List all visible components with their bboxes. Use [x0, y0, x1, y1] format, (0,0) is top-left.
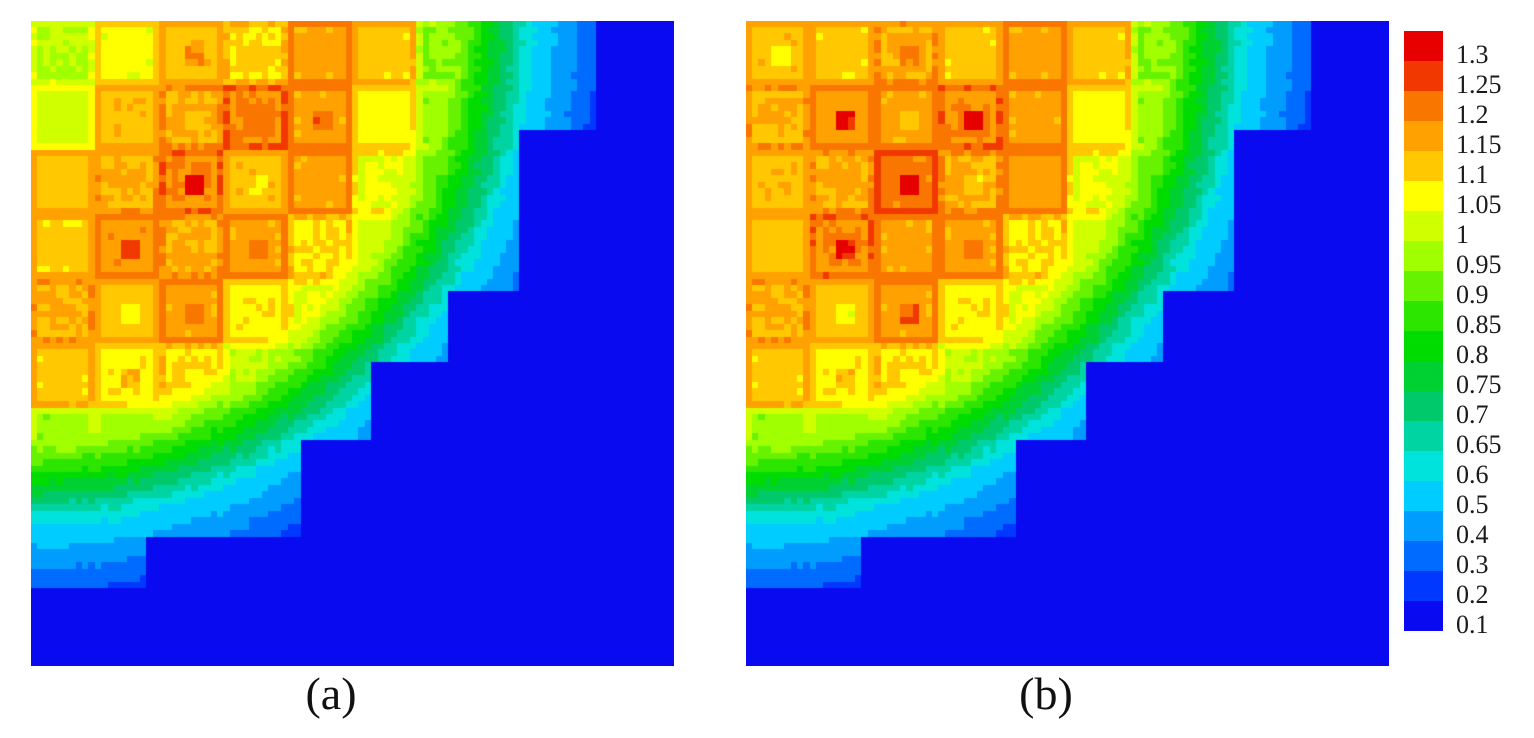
legend-color-band [1404, 91, 1443, 121]
legend-tick-label: 0.75 [1456, 370, 1502, 399]
legend-color-band [1404, 511, 1443, 541]
legend-bands [1404, 31, 1443, 631]
legend-tick-label: 0.2 [1456, 580, 1489, 609]
panel-caption-b: (b) [1019, 668, 1073, 719]
legend-color-band [1404, 271, 1443, 301]
heatmap-panel-a [31, 21, 674, 666]
legend-color-band [1404, 151, 1443, 181]
legend-tick-label: 0.6 [1456, 460, 1489, 489]
legend-color-band [1404, 391, 1443, 421]
legend-tick-label: 1.25 [1456, 70, 1502, 99]
legend-tick-label: 1.1 [1456, 160, 1489, 189]
legend-color-band [1404, 211, 1443, 241]
legend-tick-label: 1 [1456, 220, 1469, 249]
legend-color-band [1404, 481, 1443, 511]
legend-tick-label: 0.5 [1456, 490, 1489, 519]
legend-tick-label: 0.4 [1456, 520, 1489, 549]
legend-tick-label: 0.7 [1456, 400, 1489, 429]
legend-labels: 1.3 1.25 1.2 1.15 1.1 1.05 1 0.95 0.9 0.85 0.8 0.75… [1456, 40, 1534, 640]
legend-color-band [1404, 451, 1443, 481]
legend-tick-label: 1.05 [1456, 190, 1502, 219]
legend-color-band [1404, 331, 1443, 361]
legend-color-band [1404, 61, 1443, 91]
legend-color-band [1404, 541, 1443, 571]
panel-caption-a: (a) [305, 668, 357, 719]
legend-color-band [1404, 571, 1443, 601]
legend-tick-label: 0.1 [1456, 610, 1489, 639]
legend-color-band [1404, 31, 1443, 61]
legend-tick-label: 0.8 [1456, 340, 1489, 369]
legend-color-band [1404, 181, 1443, 211]
legend-color-band [1404, 421, 1443, 451]
legend-color-band [1404, 241, 1443, 271]
legend-tick-label: 0.9 [1456, 280, 1489, 309]
legend-color-band [1404, 301, 1443, 331]
legend-color-band [1404, 121, 1443, 151]
legend-tick-label: 1.15 [1456, 130, 1502, 159]
legend-tick-label: 0.95 [1456, 250, 1502, 279]
legend-tick-label: 0.85 [1456, 310, 1502, 339]
legend-tick-label: 1.3 [1456, 40, 1489, 69]
legend-tick-label: 1.2 [1456, 100, 1489, 129]
heatmap-panel-b [746, 21, 1389, 666]
legend-tick-label: 0.65 [1456, 430, 1502, 459]
legend-color-band [1404, 361, 1443, 391]
legend-color-band [1404, 601, 1443, 631]
legend-tick-label: 0.3 [1456, 550, 1489, 579]
